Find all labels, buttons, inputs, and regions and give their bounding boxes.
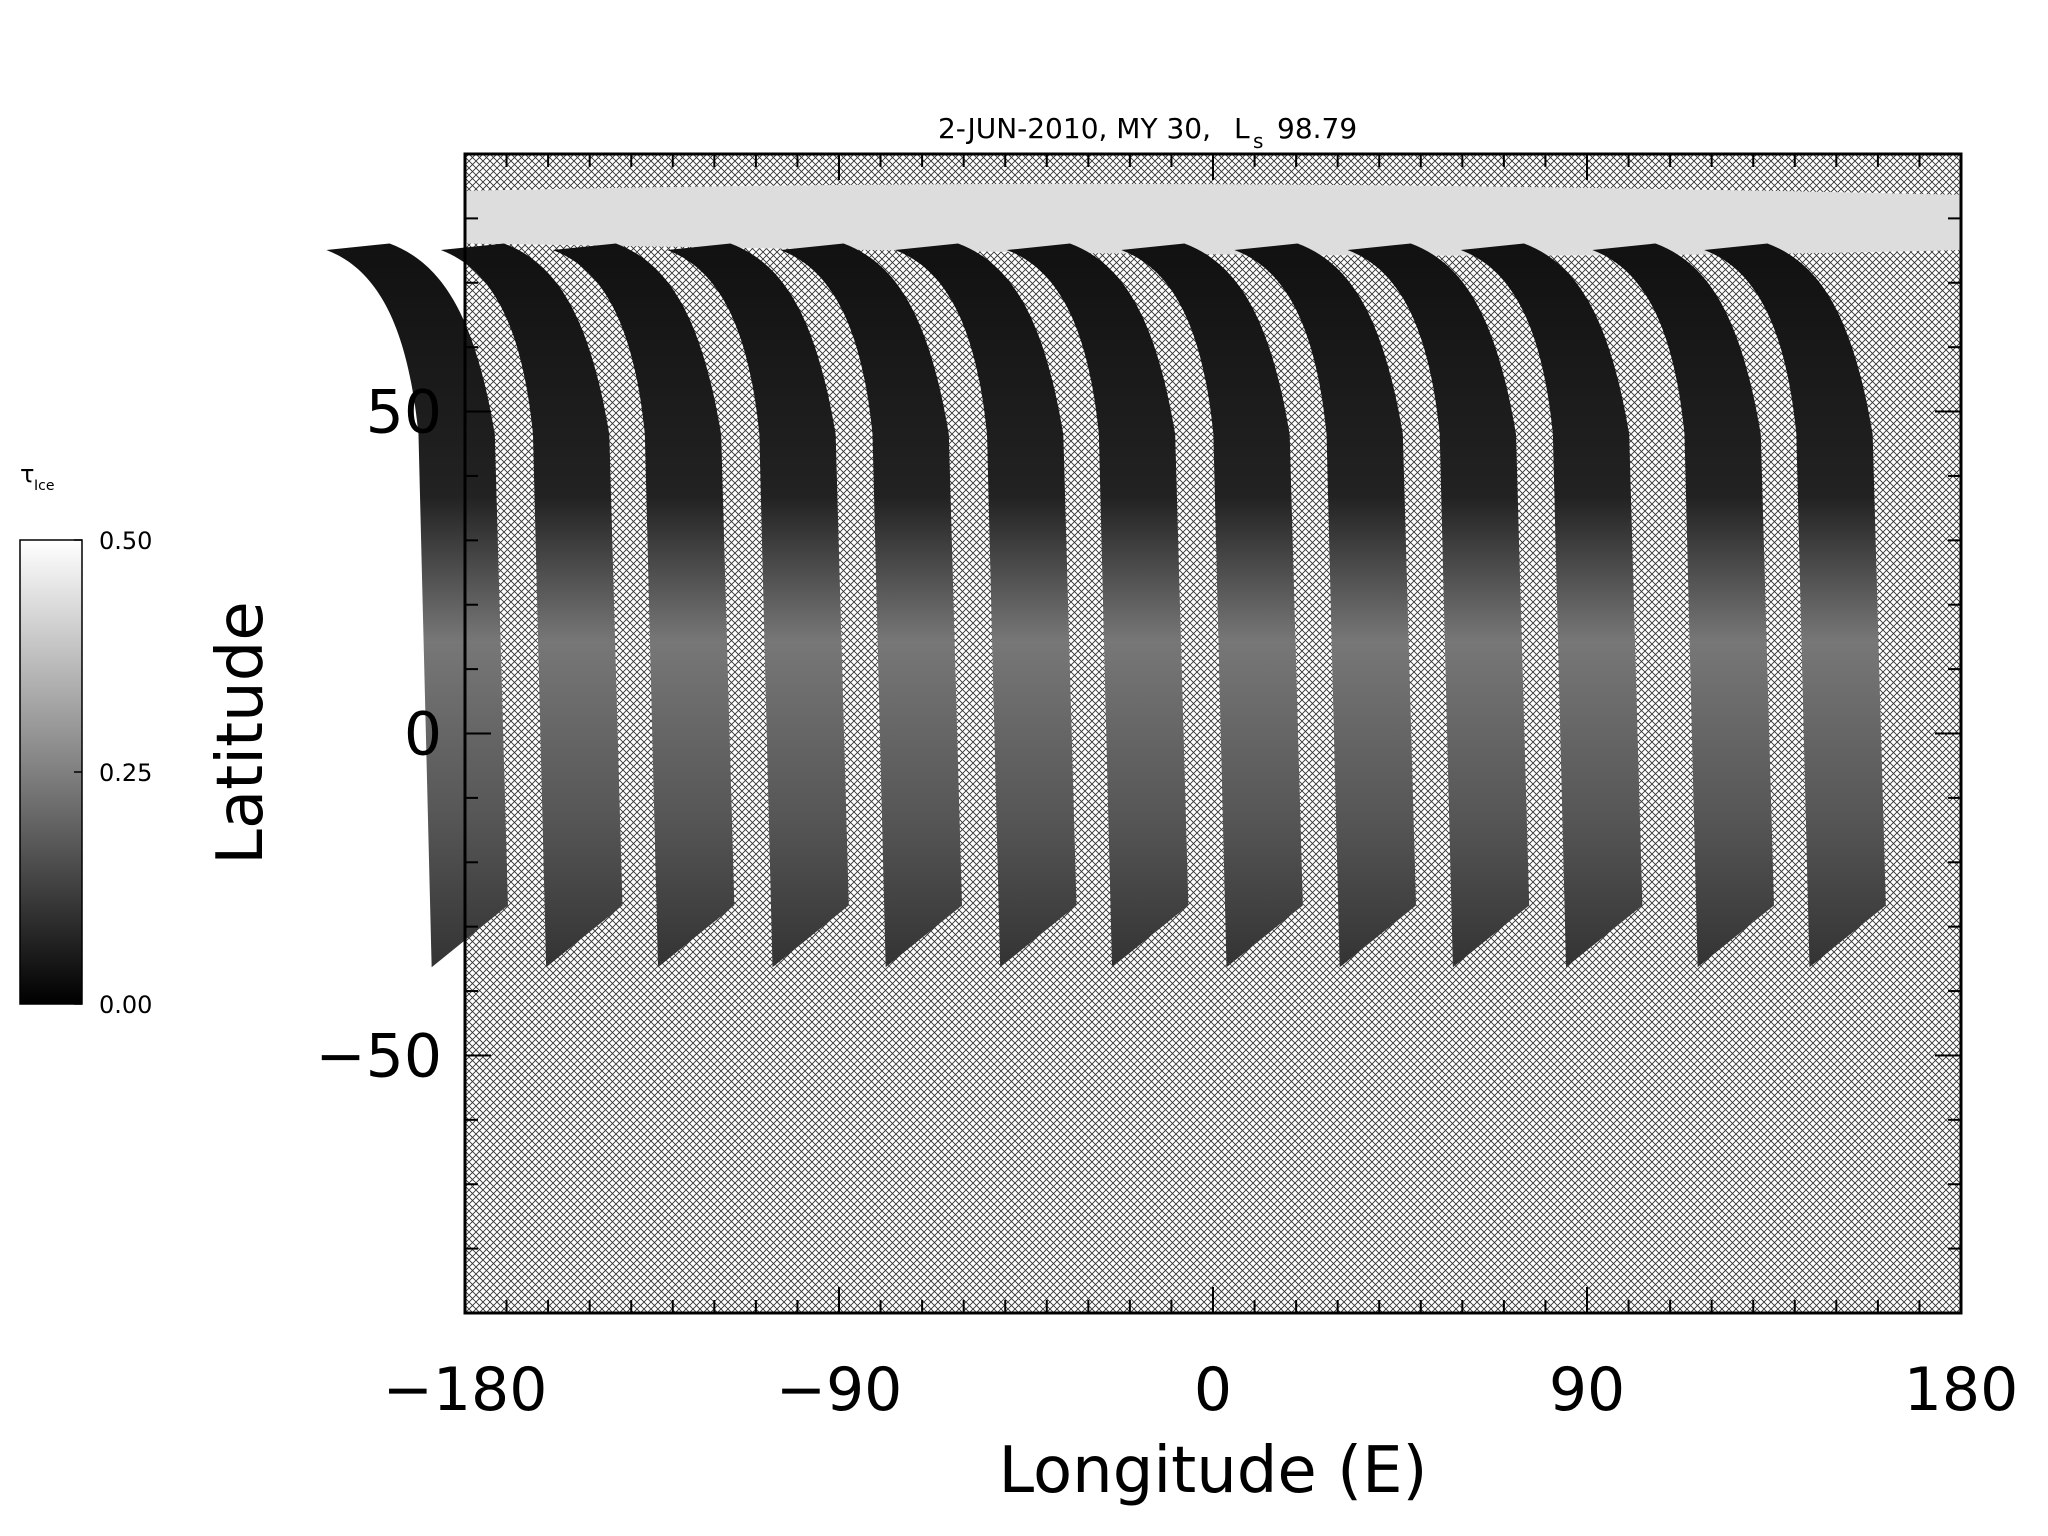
x-tick-label: −180 (383, 1355, 548, 1425)
x-axis-label: Longitude (E) (998, 1434, 1427, 1508)
swath (1704, 243, 1886, 968)
swath (1460, 243, 1643, 968)
x-tick-label: 180 (1904, 1355, 2019, 1425)
swath (667, 243, 849, 968)
swath (1006, 243, 1189, 968)
title-prefix: 2-JUN-2010, MY 30, (938, 112, 1211, 145)
colorbar (19, 539, 83, 1005)
y-tick-label: 0 (404, 700, 442, 770)
swath (1121, 243, 1303, 968)
swath (1592, 243, 1774, 968)
colorbar-subscript: Ice (34, 478, 54, 494)
title-subscript: s (1253, 129, 1263, 153)
title-value: 98.79 (1277, 112, 1357, 145)
colorbar-tick-label: 0.00 (99, 991, 152, 1019)
title-symbol: L (1234, 112, 1250, 145)
polar-cap (464, 183, 1961, 256)
x-tick-label: 0 (1194, 1355, 1232, 1425)
swath (1234, 243, 1417, 968)
colorbar-symbol: τ (20, 460, 34, 488)
y-tick-label: −50 (315, 1021, 442, 1091)
x-tick-label: 90 (1549, 1355, 1625, 1425)
swath (780, 243, 962, 968)
colorbar-tick-label: 0.25 (99, 759, 152, 787)
swath (894, 243, 1077, 968)
x-tick-label: −90 (776, 1355, 903, 1425)
plot-area (326, 154, 1961, 1313)
swath (440, 243, 623, 968)
y-tick-label: 50 (366, 378, 442, 448)
y-axis-label: Latitude (204, 601, 278, 864)
swath (552, 243, 735, 968)
swath (1347, 243, 1530, 968)
swath (326, 243, 508, 968)
colorbar-tick-label: 0.50 (99, 527, 152, 555)
